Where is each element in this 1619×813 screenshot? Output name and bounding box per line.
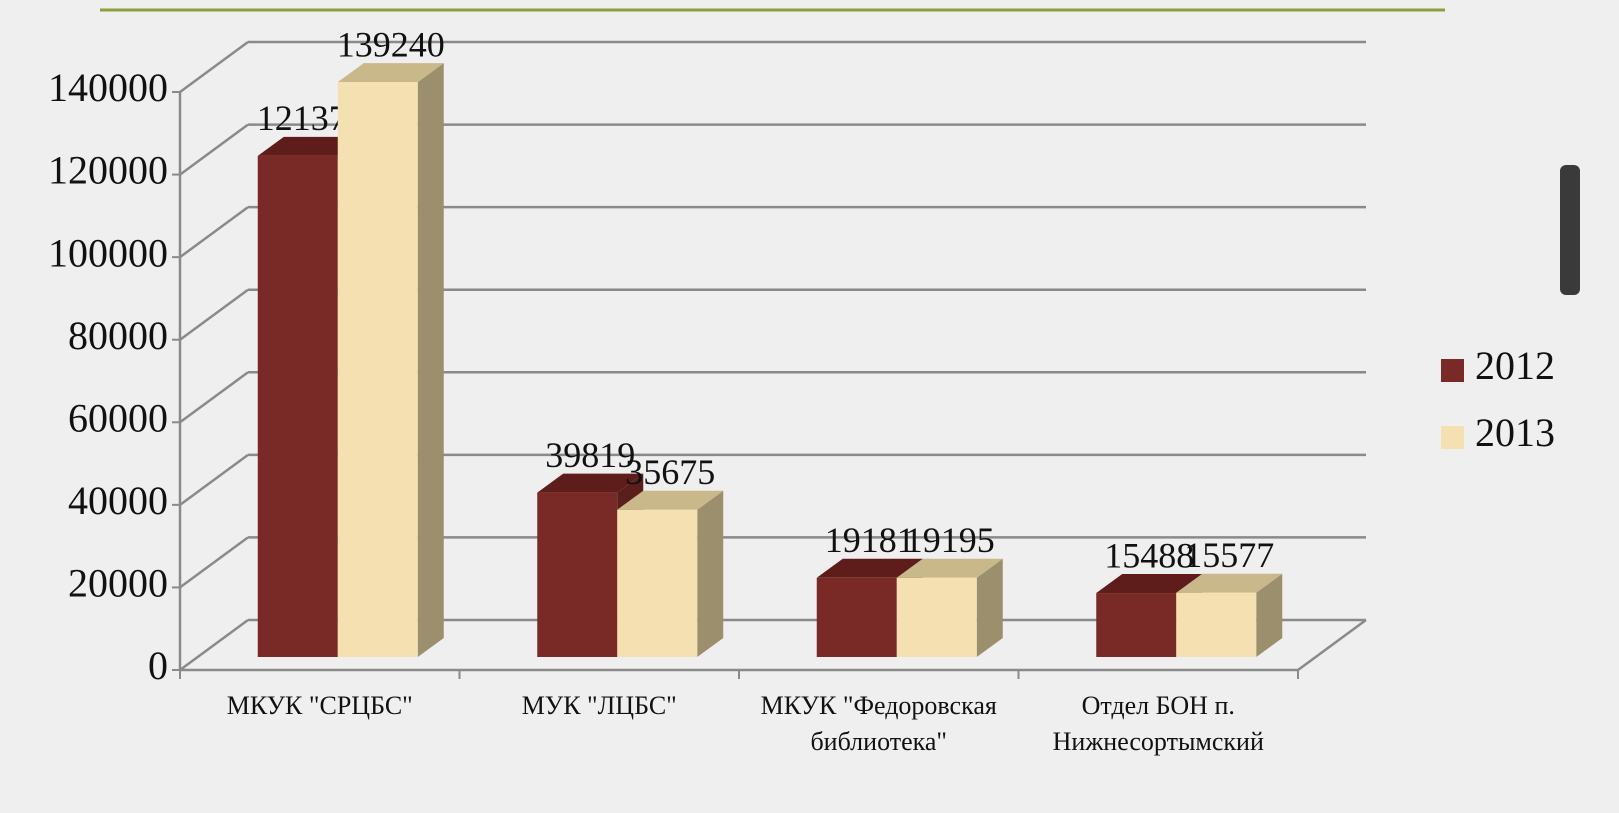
data-label: 35675	[625, 452, 715, 492]
y-tick-label: 140000	[48, 65, 168, 110]
bar-top	[1176, 573, 1283, 593]
side-decoration	[1560, 165, 1580, 295]
bar	[337, 63, 444, 658]
bar	[1176, 573, 1283, 657]
bar-front	[1096, 593, 1177, 657]
grid-line-side	[179, 618, 249, 672]
bar	[896, 558, 1003, 657]
y-tick-label: 0	[148, 643, 168, 688]
x-tick-label: МКУК "Федоровская библиотека"	[760, 691, 997, 756]
data-label: 139240	[337, 24, 445, 64]
data-label: 15577	[1184, 535, 1274, 575]
bar-top	[617, 490, 724, 510]
floor-right	[1297, 618, 1367, 672]
bar-top	[896, 558, 1003, 578]
bar-front	[1176, 592, 1257, 657]
bar-front	[257, 155, 338, 657]
x-tick-label: Отдел БОН п. Нижнесортымский	[1052, 691, 1264, 756]
grid-line-side	[179, 206, 249, 259]
bar-side	[976, 558, 1003, 657]
bar-front	[337, 82, 418, 658]
bar-top	[337, 63, 444, 83]
bar-top	[257, 136, 364, 156]
x-tick-label: МКУК "СРЦБС"	[226, 691, 413, 720]
y-tick-label: 80000	[68, 313, 168, 358]
data-label: 19181	[825, 520, 915, 560]
y-tick-label: 60000	[68, 395, 168, 440]
bar-top	[816, 558, 923, 578]
legend-swatch	[1441, 359, 1464, 382]
bar	[617, 490, 724, 657]
bar-front	[617, 509, 698, 657]
grid-line-side	[179, 123, 249, 176]
x-tick-label: МУК "ЛЦБС"	[521, 691, 677, 720]
bar-side	[1256, 573, 1283, 657]
grid-line-side	[179, 371, 249, 424]
y-tick-label: 100000	[48, 230, 168, 275]
bar-front	[537, 492, 618, 657]
y-tick-label: 40000	[68, 478, 168, 523]
legend-swatch	[1441, 426, 1464, 449]
bar-front	[816, 577, 897, 657]
bar-front	[896, 577, 977, 657]
data-label: 39819	[545, 435, 635, 475]
y-tick-label: 120000	[48, 148, 168, 193]
bar-top	[1096, 574, 1203, 594]
bar-side	[417, 63, 444, 658]
grid-line-side	[179, 453, 249, 506]
legend-label: 2012	[1475, 343, 1555, 388]
y-tick-label: 20000	[68, 561, 168, 606]
grid-line-side	[179, 536, 249, 589]
data-label: 15488	[1104, 535, 1194, 575]
bar-top	[537, 473, 644, 493]
data-label: 19195	[905, 520, 995, 560]
grid-line-side	[179, 40, 249, 94]
bar-side	[697, 490, 724, 657]
grid-line-side	[179, 288, 249, 341]
legend-label: 2013	[1475, 410, 1555, 455]
